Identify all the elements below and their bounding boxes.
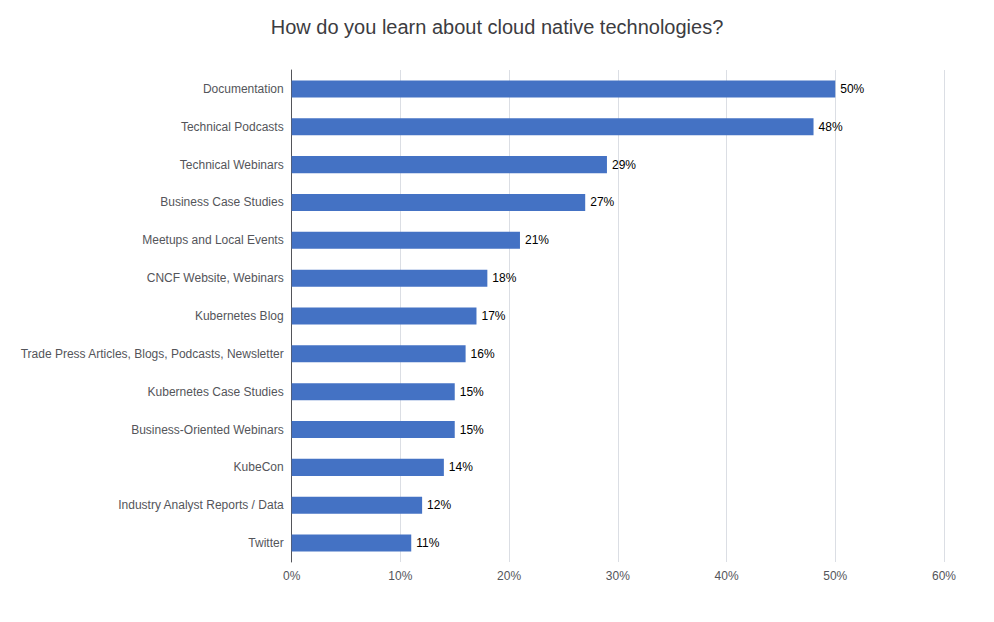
svg-text:50%: 50% xyxy=(823,569,847,583)
svg-text:10%: 10% xyxy=(388,569,412,583)
svg-text:Kubernetes Case Studies: Kubernetes Case Studies xyxy=(148,385,284,399)
svg-text:Documentation: Documentation xyxy=(203,82,284,96)
svg-text:Business-Oriented Webinars: Business-Oriented Webinars xyxy=(131,423,284,437)
svg-text:15%: 15% xyxy=(460,423,484,437)
svg-text:60%: 60% xyxy=(932,569,956,583)
svg-text:12%: 12% xyxy=(427,498,451,512)
svg-text:Technical Podcasts: Technical Podcasts xyxy=(181,120,284,134)
svg-text:Trade Press Articles, Blogs, P: Trade Press Articles, Blogs, Podcasts, N… xyxy=(21,347,284,361)
svg-text:17%: 17% xyxy=(481,309,505,323)
svg-text:KubeCon: KubeCon xyxy=(234,460,284,474)
svg-text:Twitter: Twitter xyxy=(248,536,283,550)
svg-text:Industry Analyst Reports / Dat: Industry Analyst Reports / Data xyxy=(118,498,284,512)
svg-text:Meetups and Local Events: Meetups and Local Events xyxy=(142,233,283,247)
svg-text:CNCF Website, Webinars: CNCF Website, Webinars xyxy=(147,271,284,285)
svg-text:20%: 20% xyxy=(497,569,521,583)
svg-text:40%: 40% xyxy=(715,569,739,583)
svg-text:How do you learn about cloud n: How do you learn about cloud native tech… xyxy=(271,16,724,38)
svg-text:30%: 30% xyxy=(606,569,630,583)
svg-text:Kubernetes Blog: Kubernetes Blog xyxy=(195,309,284,323)
svg-text:0%: 0% xyxy=(283,569,301,583)
svg-text:Technical Webinars: Technical Webinars xyxy=(180,158,284,172)
svg-text:18%: 18% xyxy=(492,271,516,285)
svg-text:11%: 11% xyxy=(416,536,439,550)
svg-text:Business Case Studies: Business Case Studies xyxy=(160,195,283,209)
svg-text:27%: 27% xyxy=(590,195,614,209)
svg-text:14%: 14% xyxy=(449,460,473,474)
svg-text:29%: 29% xyxy=(612,158,636,172)
svg-text:16%: 16% xyxy=(471,347,495,361)
svg-text:50%: 50% xyxy=(840,82,864,96)
svg-text:15%: 15% xyxy=(460,385,484,399)
svg-text:21%: 21% xyxy=(525,233,549,247)
svg-text:48%: 48% xyxy=(819,120,843,134)
